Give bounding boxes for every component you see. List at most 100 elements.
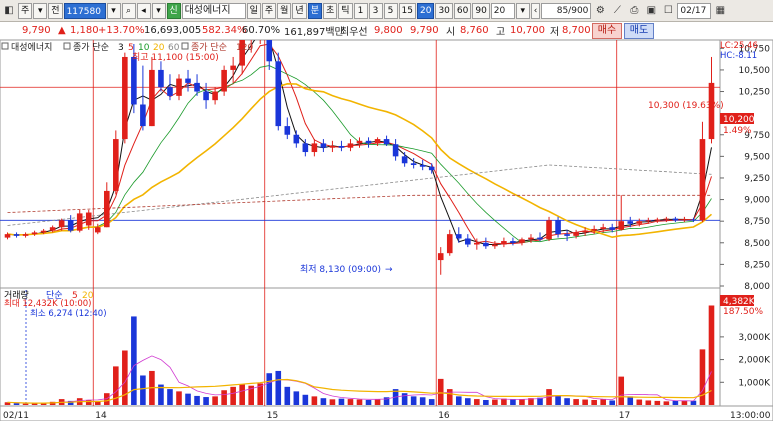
sound-dropdown-icon[interactable]: ▾ (151, 2, 166, 19)
price-change-pct: +13.70% (98, 25, 145, 36)
date-input[interactable]: 02/17 (677, 2, 712, 19)
print-icon[interactable]: ⎙ (630, 4, 639, 16)
candle-body (103, 190, 110, 228)
low-arrow-icon: → (385, 265, 393, 275)
current-pct-tag: 1.49% (723, 126, 752, 136)
candle-body (410, 163, 417, 165)
candle-body (94, 227, 101, 233)
chart-toolbar: ◧ 주 ▾ 전 117580 ▾ ⌕ ◂ ▾ 신 대성에너지 일 주 월 년 분… (0, 0, 773, 22)
volume-bar (564, 398, 570, 405)
period-minute[interactable]: 분 (307, 2, 322, 19)
volume-bar (185, 393, 191, 405)
type-dropdown-icon[interactable]: ▾ (33, 2, 48, 19)
candle-body (149, 69, 155, 127)
sell-button[interactable]: 매도 (624, 23, 654, 39)
volume-bar (113, 366, 119, 405)
candlestick-chart[interactable]: 10,750 10,500 10,250 9,750 9,500 9,250 9,000 8,… (0, 18, 773, 422)
period-day[interactable]: 일 (246, 2, 261, 19)
low-label: 저 (550, 27, 560, 38)
volume-bar (437, 378, 444, 405)
trade-amount: 161,897백만 (284, 27, 344, 38)
volume-bar (13, 403, 20, 405)
line-tool-icon[interactable]: ⟋ (613, 4, 621, 16)
code-dropdown-icon[interactable]: ▾ (106, 2, 121, 19)
high-label: 고 (496, 27, 506, 38)
buy-button[interactable]: 매수 (592, 23, 622, 39)
candle-body (546, 220, 552, 240)
candle-body (645, 220, 652, 222)
chart-menu-icon[interactable]: ◧ (4, 4, 14, 16)
candle-body (122, 56, 128, 140)
interval-60[interactable]: 60 (453, 2, 472, 19)
volume-bar (329, 399, 336, 405)
volume-legend-ma-5: 5 (72, 291, 78, 301)
calendar-icon[interactable]: ▦ (715, 4, 726, 16)
volume-tick-label: 2,000K (738, 356, 771, 366)
y-tick-label: 9,250 (744, 174, 770, 184)
period-second[interactable]: 초 (322, 2, 338, 19)
volume-ma-20-line (7, 378, 712, 404)
interval-20[interactable]: 20 (416, 2, 435, 19)
y-tick-label: 8,250 (744, 260, 770, 270)
board-selector[interactable]: 전 (48, 2, 63, 19)
candle-body (582, 230, 588, 233)
lc-label: LC:25.46 (720, 41, 758, 51)
chart-area[interactable]: 10,750 10,500 10,250 9,750 9,500 9,250 9,000 8,… (0, 18, 773, 422)
candle-body (428, 166, 435, 171)
period-week[interactable]: 주 (261, 2, 277, 19)
high-price: 10,700 (510, 25, 545, 36)
step-left-icon[interactable]: ‹ (530, 2, 541, 19)
low-price: 8,700 (562, 25, 591, 36)
candle-body (492, 244, 498, 247)
legend-ma-10: 10 (138, 43, 150, 53)
x-axis-labels: 02/11 14 15 16 17 (3, 411, 630, 421)
volume-bar (428, 399, 435, 405)
interval-input[interactable]: 20 (490, 2, 515, 19)
data-count-input[interactable]: 85/900 (541, 2, 592, 19)
interval-15[interactable]: 15 (398, 2, 416, 19)
candle-body (311, 143, 318, 153)
period-year[interactable]: 년 (292, 2, 307, 19)
x-axis-label: 15 (267, 411, 278, 421)
search-icon[interactable]: ⌕ (121, 2, 136, 19)
candle-body (76, 213, 83, 231)
chart-settings-icon[interactable]: ⚙ (595, 4, 605, 16)
sound-icon[interactable]: ◂ (136, 2, 151, 19)
interval-90[interactable]: 90 (472, 2, 490, 19)
volume-bar (212, 396, 218, 405)
interval-5[interactable]: 5 (383, 2, 398, 19)
candle-body (474, 242, 480, 245)
candle-body (185, 78, 191, 83)
volume-bar (239, 384, 245, 405)
period-tick[interactable]: 틱 (338, 2, 353, 19)
interval-1[interactable]: 1 (353, 2, 368, 19)
interval-dropdown-icon[interactable]: ▾ (515, 2, 530, 19)
interval-3[interactable]: 3 (368, 2, 383, 19)
date-checkbox[interactable]: ☐ (663, 4, 673, 16)
priority-label: 최우선 (340, 27, 368, 38)
candle-body (437, 253, 444, 261)
type-selector[interactable]: 주 (18, 2, 33, 19)
candle-body (383, 139, 390, 145)
volume-bar (465, 398, 471, 405)
interval-30[interactable]: 30 (435, 2, 453, 19)
candle-body (591, 228, 597, 231)
candle-body (140, 104, 146, 127)
volume-bar (573, 399, 579, 405)
stock-code-input[interactable]: 117580 (63, 2, 106, 19)
volume-bar (618, 376, 625, 405)
x-axis-panel (0, 405, 773, 422)
stock-name-field[interactable]: 대성에너지 (181, 2, 246, 19)
candle-body (230, 65, 236, 70)
volume-bar (4, 402, 11, 405)
legend-ma-3: 3 (118, 43, 124, 53)
candle-body (374, 139, 381, 144)
x-axis-label: 14 (95, 411, 107, 421)
volume-bar (31, 403, 38, 405)
candle-body (239, 39, 245, 66)
save-icon[interactable]: ▣ (646, 4, 657, 16)
candle-body (266, 22, 273, 62)
legend-ma2-box-icon (181, 42, 189, 50)
period-month[interactable]: 월 (277, 2, 292, 19)
candle-body (483, 242, 489, 247)
